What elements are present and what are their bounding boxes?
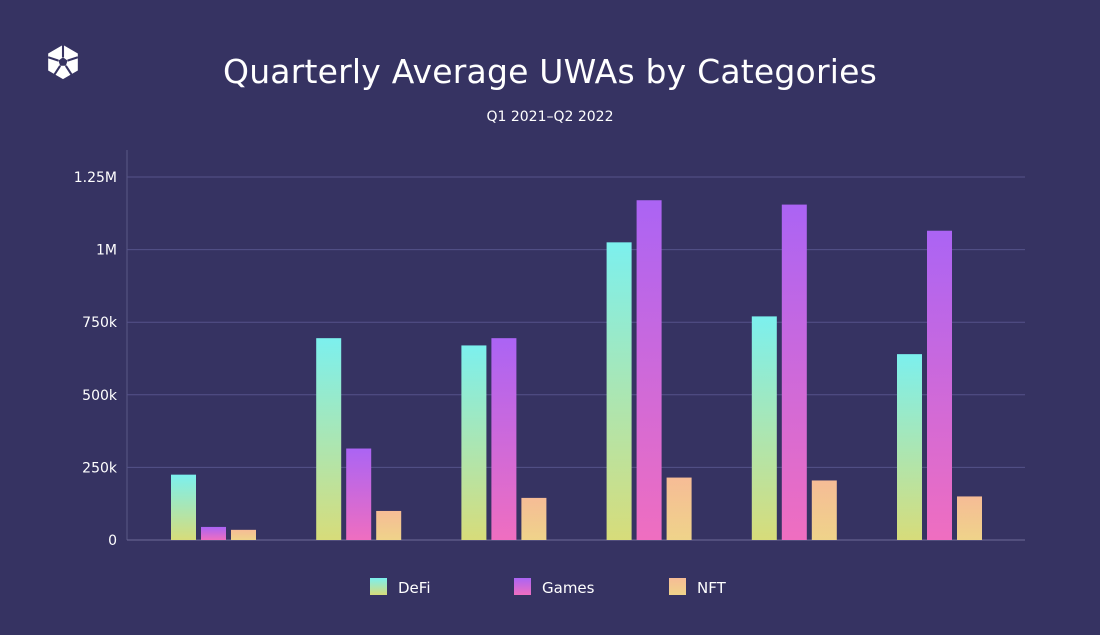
legend-swatch-defi: [370, 578, 387, 595]
bar-games-5: [781, 204, 807, 540]
gridlines: [126, 150, 1025, 541]
bar-games-3: [491, 338, 517, 540]
bar-nft-5: [811, 480, 837, 540]
y-tick-label: 1M: [96, 243, 117, 259]
legend-label-games: Games: [542, 579, 595, 597]
bar-defi-4: [606, 242, 632, 540]
bar-defi-2: [316, 338, 342, 540]
chart-subtitle: Q1 2021–Q2 2022: [486, 109, 614, 125]
bar-nft-1: [231, 529, 256, 540]
y-axis-ticks: 0 250k 500k 750k 1M 1.25M: [74, 170, 118, 549]
legend-label-defi: DeFi: [398, 579, 430, 597]
legend-label-nft: NFT: [697, 579, 727, 597]
legend-swatch-nft: [669, 578, 686, 595]
bar-nft-2: [376, 510, 402, 540]
bar-games-1: [201, 526, 226, 540]
y-tick-label: 250k: [82, 460, 118, 476]
y-tick-label: 0: [108, 533, 117, 549]
y-tick-label: 750k: [82, 315, 118, 331]
bar-games-2: [346, 448, 372, 540]
chart-title: Quarterly Average UWAs by Categories: [223, 52, 877, 91]
bar-defi-1: [171, 474, 196, 540]
bar-games-4: [636, 200, 662, 540]
bar-defi-5: [751, 316, 777, 540]
y-tick-label: 500k: [82, 388, 118, 404]
bar-games-6: [927, 230, 952, 540]
bar-nft-6: [957, 496, 982, 540]
bar-nft-3: [521, 497, 547, 540]
legend: DeFi Games NFT: [370, 578, 727, 597]
bar-nft-4: [666, 477, 692, 540]
bar-defi-6: [897, 354, 922, 540]
bar-defi-3: [461, 345, 487, 540]
legend-swatch-games: [514, 578, 531, 595]
y-tick-label: 1.25M: [74, 170, 117, 186]
bars: [171, 200, 982, 540]
brand-logo-icon: [47, 44, 79, 80]
